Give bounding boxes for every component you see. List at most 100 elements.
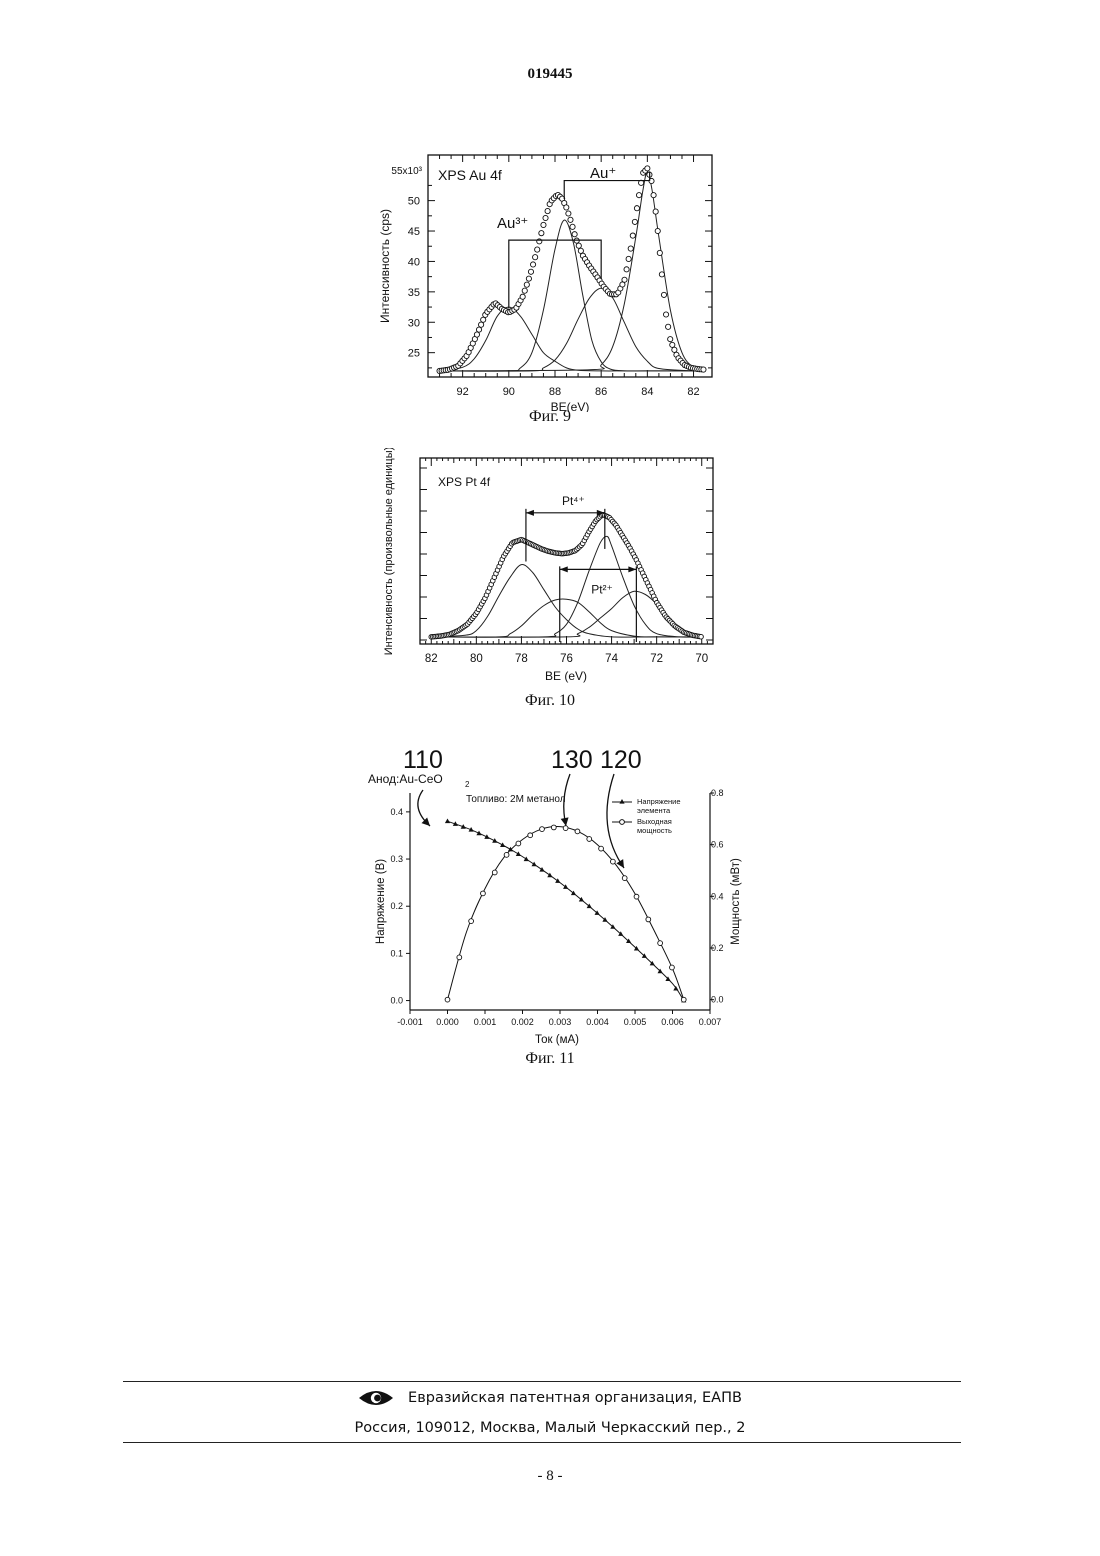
data-point [474,332,479,337]
fitted-peak-1 [431,565,701,638]
x-tick-label: 72 [650,653,663,665]
data-point [672,347,677,352]
power-point [681,997,686,1002]
y2-tick-label: 0.8 [711,788,724,798]
power-point [457,955,462,960]
data-point [663,312,668,317]
data-point [545,208,550,213]
data-point [653,209,658,214]
y-axis-label: Интенсивность (произвольные единицы) [383,448,395,655]
data-point [539,231,544,236]
data-point [622,277,627,282]
power-point [492,870,497,875]
y-tick-label: 35 [408,287,420,299]
x-tick-label: 74 [605,653,618,665]
data-point [659,272,664,277]
voltage-point [516,851,521,856]
data-point [701,367,706,372]
y-tick-label: 0.2 [390,901,403,911]
x-tick-label: 0.001 [474,1017,497,1027]
voltage-point [673,986,678,991]
x-axis-label: Ток (мА) [535,1034,579,1046]
power-point [563,826,568,831]
power-point [587,837,592,842]
x-tick-label: 78 [515,653,528,665]
data-point [530,262,535,267]
fuel-label: Топливо: 2M метанол [466,794,566,805]
x-tick-label: 0.004 [586,1017,609,1027]
power-point [575,829,580,834]
power-point [540,827,545,832]
data-point [630,233,635,238]
annotation-pt4-label: Pt⁴⁺ [562,494,585,508]
chart-title: XPS Au 4f [438,167,502,183]
figure-10-xps-pt-chart: 82807876747270XPS Pt 4fBE (eV)Интенсивно… [0,448,1100,694]
data-point [624,267,629,272]
legend-voltage-label-1: Напряжение [637,797,681,806]
x-tick-label: -0.001 [397,1017,423,1027]
annotation-au3-label: Au³⁺ [497,215,528,232]
power-point [469,919,474,924]
figure-11-caption: Фиг. 11 [0,1050,1100,1068]
pt2-arrow-right [628,566,636,572]
x-tick-label: 0.005 [624,1017,647,1027]
fitted-peak-4 [440,171,706,371]
patent-number: 019445 [0,66,1100,83]
voltage-point [445,819,450,824]
data-point [657,250,662,255]
data-point [476,327,481,332]
power-point [634,894,639,899]
data-point [524,282,529,287]
x-tick-label: 76 [560,653,573,665]
figure-11-fuel-cell-chart: -0.0010.0000.0010.0020.0030.0040.0050.00… [0,738,1100,1048]
footer-address: Россия, 109012, Москва, Малый Черкасский… [0,1420,1100,1436]
figure-10-caption: Фиг. 10 [0,692,1100,710]
voltage-point [484,834,489,839]
data-point [655,228,660,233]
data-point [479,322,484,327]
x-tick-label: 92 [457,386,469,398]
data-point [576,243,581,248]
figure-9-caption: Фиг. 9 [0,408,1100,426]
data-point [670,342,675,347]
footer-bottom-rule [123,1442,961,1443]
annotation-pt2-label: Pt²⁺ [591,582,613,596]
power-point [646,917,651,922]
voltage-point [524,856,529,861]
data-point [661,292,666,297]
data-point [634,206,639,211]
pt4-arrow-left [526,510,534,516]
y-tick-label: 0.1 [390,948,403,958]
data-point [645,166,650,171]
voltage-point [500,842,505,847]
power-point [504,852,509,857]
legend-power-marker [620,820,625,825]
ref-number-110: 110 [403,746,443,774]
arrow-130-head [561,817,569,826]
power-point [516,841,521,846]
y-tick-label: 30 [408,317,420,329]
data-point [626,256,631,261]
x-tick-label: 0.007 [699,1017,722,1027]
data-point [520,294,525,299]
x-tick-label: 0.000 [436,1017,459,1027]
x-tick-label: 82 [687,386,699,398]
footer-top-rule [123,1381,961,1382]
voltage-line [448,821,684,1000]
power-point [658,941,663,946]
power-point [599,846,604,851]
x-tick-label: 90 [503,386,515,398]
ref-number-130: 130 [551,746,593,774]
y2-tick-label: 0.2 [711,943,724,953]
footer-organization: Евразийская патентная организация, ЕАПВ [0,1388,1100,1408]
voltage-point [476,831,481,836]
data-point [570,224,575,229]
data-point [537,239,542,244]
data-point [481,317,486,322]
power-point [551,825,556,830]
y-tick-label: 0.4 [390,807,403,817]
power-point [445,997,450,1002]
data-point [699,634,704,639]
annotation-au1-label: Au⁺ [590,165,616,182]
data-point [628,246,633,251]
